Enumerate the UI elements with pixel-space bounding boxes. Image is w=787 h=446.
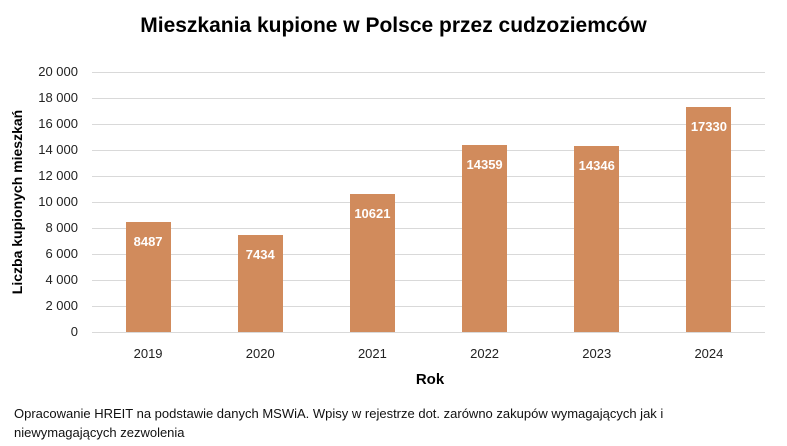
gridline — [92, 202, 765, 203]
x-axis-label: Rok — [415, 371, 445, 388]
data-label: 8487 — [133, 233, 163, 249]
x-tick-label: 2020 — [245, 346, 275, 361]
x-tick-label: 2019 — [133, 346, 163, 361]
data-label: 10621 — [354, 205, 391, 221]
data-label: 7434 — [245, 247, 275, 263]
y-tick-label: 14 000 — [38, 142, 78, 157]
chart-title: Mieszkania kupione w Polsce przez cudzoz… — [140, 14, 647, 37]
x-tick-label: 2021 — [357, 346, 387, 361]
bar-2024: 17330 — [686, 106, 732, 332]
gridline — [92, 228, 765, 229]
gridline — [92, 254, 765, 255]
gridline — [92, 150, 765, 151]
gridline — [92, 72, 765, 73]
y-tick-label: 0 — [70, 324, 78, 339]
data-label: 14346 — [578, 157, 615, 173]
y-tick-label: 4 000 — [45, 272, 78, 287]
data-label: 14359 — [466, 157, 503, 173]
data-label: 17330 — [690, 118, 727, 134]
gridline — [92, 98, 765, 99]
gridline — [92, 124, 765, 125]
y-tick-label: 6 000 — [45, 246, 78, 261]
plot-area: 8487 7434 10621 14359 14346 17330 — [92, 72, 765, 333]
gridline — [92, 176, 765, 177]
y-tick-label: 2 000 — [45, 298, 78, 313]
x-tick-label: 2022 — [470, 346, 500, 361]
y-tick-label: 8 000 — [45, 220, 78, 235]
y-tick-label: 20 000 — [38, 64, 78, 79]
gridline — [92, 306, 765, 307]
y-tick-label: 12 000 — [38, 168, 78, 183]
y-tick-label: 16 000 — [38, 116, 78, 131]
y-tick-label: 18 000 — [38, 90, 78, 105]
source-footnote: Opracowanie HREIT na podstawie danych MS… — [14, 406, 664, 440]
gridline — [92, 332, 765, 333]
bar-2023: 14346 — [574, 145, 620, 332]
y-tick-label: 10 000 — [38, 194, 78, 209]
gridline — [92, 280, 765, 281]
bar-2022: 14359 — [462, 145, 508, 332]
bar-2021: 10621 — [349, 193, 395, 332]
x-tick-label: 2024 — [694, 346, 724, 361]
bar-2019: 8487 — [125, 221, 171, 332]
x-tick-label: 2023 — [582, 346, 612, 361]
bar-2020: 7434 — [237, 235, 283, 332]
